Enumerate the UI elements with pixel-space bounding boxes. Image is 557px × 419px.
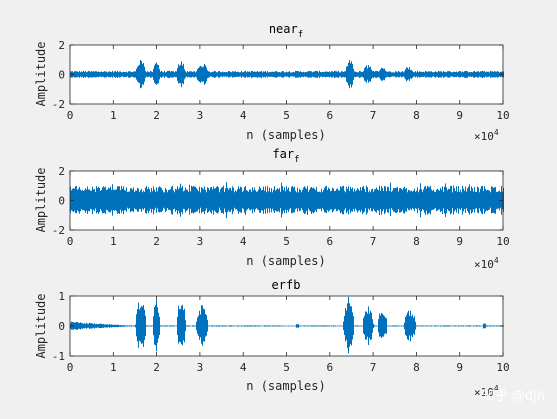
subplot-title: farf: [272, 147, 299, 165]
x-tick-label: 5: [283, 109, 290, 122]
x-tick-label: 10: [496, 235, 509, 248]
x-tick-label: 2: [153, 109, 160, 122]
x-tick-label: 5: [283, 361, 290, 374]
x-tick-label: 7: [370, 109, 377, 122]
y-axis-label: Amplitude: [34, 293, 48, 358]
y-tick-label: 0: [58, 195, 65, 208]
x-tick-label: 4: [240, 235, 247, 248]
subplot-near-f: nearf Amplitude n (samples) ×104 0 1 2 3 4 5 6…: [34, 22, 510, 143]
x-tick-label: 0: [67, 109, 74, 122]
x-tick-label: 3: [197, 361, 204, 374]
x-exponent-label: ×104: [474, 128, 499, 143]
x-tick-label: 8: [413, 235, 420, 248]
y-tick-label: 2: [58, 165, 65, 178]
x-exponent-label: ×104: [474, 256, 499, 271]
x-tick-label: 0: [67, 235, 74, 248]
y-axis-label: Amplitude: [34, 41, 48, 106]
x-tick-label: 6: [326, 109, 333, 122]
x-tick-label: 1: [110, 361, 117, 374]
x-tick-label: 10: [496, 109, 509, 122]
x-tick-label: 7: [370, 361, 377, 374]
x-tick-label: 9: [456, 361, 463, 374]
x-tick-label: 7: [370, 235, 377, 248]
x-tick-label: 1: [110, 109, 117, 122]
x-tick-label: 10: [496, 361, 509, 374]
subplot-title: erfb: [272, 278, 301, 292]
x-tick-label: 8: [413, 361, 420, 374]
x-exponent-label: ×104: [474, 384, 499, 399]
x-tick-label: 5: [283, 235, 290, 248]
x-tick-label: 3: [197, 235, 204, 248]
x-tick-label: 6: [326, 235, 333, 248]
y-tick-label: -1: [52, 350, 65, 363]
x-tick-label: 2: [153, 361, 160, 374]
x-tick-label: 6: [326, 361, 333, 374]
x-tick-label: 4: [240, 361, 247, 374]
y-tick-label: 0: [58, 69, 65, 82]
y-axis-label: Amplitude: [34, 167, 48, 232]
subplot-erfb: erfb Amplitude n (samples) ×104 0 1 2 3 4 5 6 7…: [34, 278, 510, 399]
y-tick-label: 2: [58, 39, 65, 52]
x-tick-label: 4: [240, 109, 247, 122]
series-waveform: [70, 182, 504, 219]
subplot-title: nearf: [269, 22, 303, 40]
x-tick-label: 9: [456, 109, 463, 122]
x-tick-label: 9: [456, 235, 463, 248]
x-tick-label: 8: [413, 109, 420, 122]
y-tick-label: -2: [52, 98, 65, 111]
x-tick-label: 3: [197, 109, 204, 122]
subplot-far-f: farf Amplitude n (samples) ×104 0 1 2 3 4 5 6 7…: [34, 147, 510, 271]
y-tick-label: 0: [58, 320, 65, 333]
x-axis-label: n (samples): [246, 379, 325, 393]
y-tick-label: 1: [58, 290, 65, 303]
watermark: 知乎 @djh: [482, 388, 545, 404]
y-tick-label: -2: [52, 224, 65, 237]
x-tick-label: 0: [67, 361, 74, 374]
x-tick-label: 2: [153, 235, 160, 248]
x-axis-label: n (samples): [246, 254, 325, 268]
x-tick-label: 1: [110, 235, 117, 248]
x-axis-label: n (samples): [246, 128, 325, 142]
